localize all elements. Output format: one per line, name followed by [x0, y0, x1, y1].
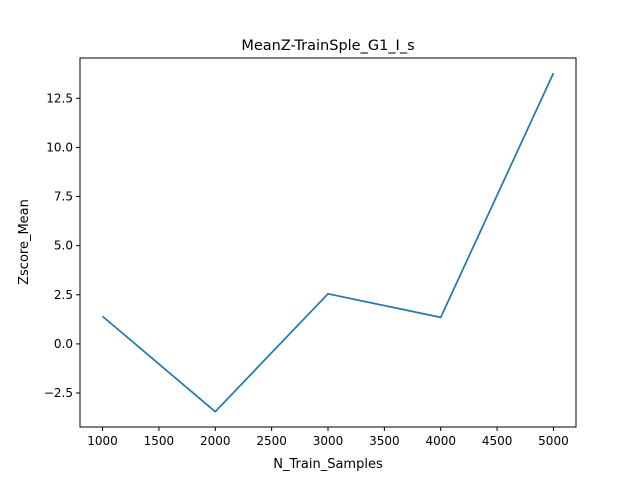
y-tick-label: 2.5 — [54, 288, 73, 302]
plot-series — [102, 72, 555, 413]
y-tick-label: 5.0 — [54, 239, 73, 253]
x-tick-label: 4000 — [425, 434, 456, 448]
x-tick-label: 3500 — [369, 434, 400, 448]
x-tick-label: 5000 — [538, 434, 569, 448]
x-tick-label: 3000 — [313, 434, 344, 448]
y-tick-label: 10.0 — [46, 140, 73, 154]
chart-title: MeanZ-TrainSple_G1_I_s — [241, 38, 414, 54]
x-tick-label: 1500 — [144, 434, 175, 448]
x-tick-label: 2500 — [256, 434, 287, 448]
x-axis-ticks: 1000 1500 2000 2500 3000 3500 4000 4500 5000 — [87, 427, 569, 448]
y-axis-ticks: −2.5 0.0 2.5 5.0 7.5 10.0 12.5 — [44, 91, 80, 400]
y-tick-label: 7.5 — [54, 190, 73, 204]
y-axis-label: Zscore_Mean — [17, 199, 32, 285]
plot-frame — [79, 57, 577, 428]
x-tick-label: 2000 — [200, 434, 231, 448]
x-tick-label: 4500 — [482, 434, 513, 448]
x-tick-label: 1000 — [87, 434, 118, 448]
y-tick-label: 12.5 — [46, 91, 73, 105]
x-axis-label: N_Train_Samples — [273, 457, 383, 472]
y-tick-label: −2.5 — [44, 386, 73, 400]
y-tick-label: 0.0 — [54, 337, 73, 351]
series-line-0 — [102, 72, 555, 413]
